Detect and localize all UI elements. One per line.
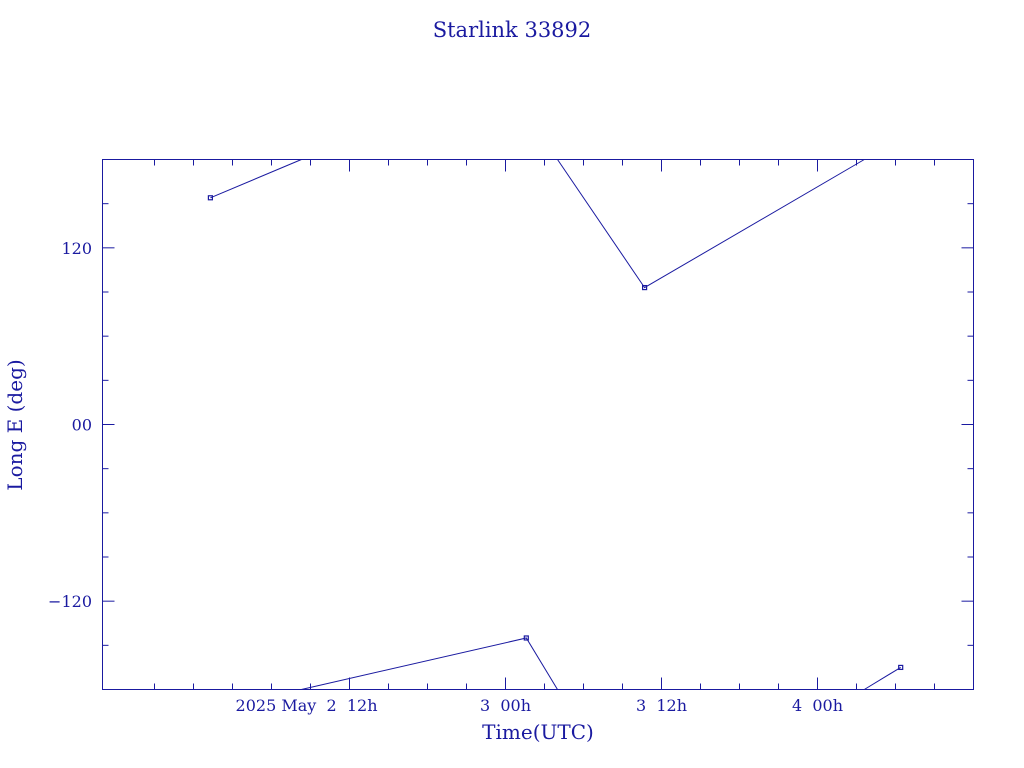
- series-line-segment: [210, 159, 302, 199]
- y-axis-label: Long E (deg): [3, 359, 27, 490]
- series-lines: [210, 159, 901, 690]
- axis-ticks: [102, 159, 974, 690]
- series-line-segment: [557, 159, 865, 289]
- x-tick-label: 2025 May 2 12h: [236, 696, 378, 715]
- y-tick-label: −120: [48, 592, 92, 611]
- x-tick-label: 4 00h: [792, 696, 843, 715]
- data-point-marker: [207, 195, 213, 201]
- y-tick-label: 00: [72, 416, 92, 435]
- series-markers: [207, 195, 904, 671]
- x-axis-label: Time(UTC): [482, 720, 594, 744]
- chart-title: Starlink 33892: [433, 18, 592, 42]
- data-point-marker: [641, 284, 648, 291]
- y-tick-label: 120: [61, 239, 92, 258]
- series-line-segment: [301, 637, 558, 690]
- data-point-marker: [523, 635, 529, 641]
- series-line-segment: [864, 666, 901, 690]
- x-tick-label: 3 12h: [636, 696, 687, 715]
- x-tick-labels: 2025 May 2 12h 3 00h 3 12h 4 00h: [236, 696, 843, 715]
- data-point-marker: [898, 664, 904, 671]
- y-tick-labels: 120 00 −120: [48, 239, 92, 611]
- plot-frame: [102, 159, 974, 690]
- x-tick-label: 3 00h: [480, 696, 531, 715]
